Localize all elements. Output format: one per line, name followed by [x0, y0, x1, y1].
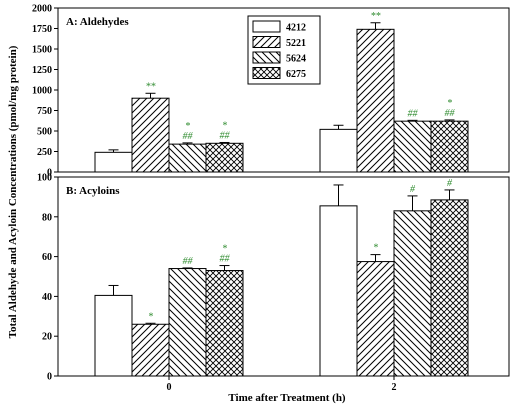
- significance-marker: #: [447, 178, 453, 189]
- bar-5624-0: [168, 143, 207, 173]
- legend-swatch-4212: [252, 20, 281, 33]
- bar-4212-0: [94, 151, 133, 173]
- significance-marker: ##: [220, 254, 231, 265]
- significance-marker: ##: [183, 256, 194, 267]
- significance-marker: *: [148, 311, 153, 322]
- y-tick-label: 80: [42, 212, 52, 223]
- bar-6275-2: [430, 120, 469, 173]
- bar-5221-0: [131, 97, 170, 173]
- significance-marker: **: [371, 11, 381, 22]
- bar-5624-2: [393, 210, 432, 377]
- x-tick-label: 0: [167, 382, 172, 393]
- y-tick-label: 250: [37, 147, 52, 158]
- significance-marker: *: [185, 121, 190, 132]
- y-tick-label: 750: [37, 106, 52, 117]
- panel-title: A: Aldehydes: [66, 16, 129, 28]
- bar-5221-2: [356, 28, 395, 173]
- legend-label: 4212: [286, 23, 306, 34]
- significance-marker: *: [222, 120, 227, 131]
- plot-frame-1: [57, 176, 510, 377]
- bar-6275-2: [430, 199, 469, 377]
- bar-5221-0: [131, 323, 170, 377]
- significance-marker: *: [373, 243, 378, 254]
- y-tick-label: 100: [37, 173, 52, 184]
- bar-6275-0: [205, 270, 244, 377]
- bar-4212-2: [319, 205, 358, 377]
- significance-marker: ##: [220, 130, 231, 141]
- significance-marker: #: [410, 184, 416, 195]
- legend-label: 5624: [286, 54, 306, 65]
- significance-marker: ##: [445, 108, 456, 119]
- legend-swatch-5221: [252, 36, 281, 48]
- y-tick-label: 0: [47, 372, 52, 383]
- y-tick-label: 20: [42, 332, 52, 343]
- bar-4212-2: [319, 128, 358, 173]
- bar-4212-0: [94, 294, 133, 377]
- y-tick-label: 1750: [32, 24, 52, 35]
- y-tick-label: 2000: [32, 4, 52, 15]
- y-tick-label: 500: [37, 127, 52, 138]
- bar-6275-0: [205, 142, 244, 173]
- panel-title: B: Acyloins: [66, 185, 120, 197]
- legend-label: 5221: [286, 38, 306, 49]
- legend-label: 6275: [286, 69, 306, 80]
- bar-5221-2: [356, 261, 395, 377]
- y-axis-label: Total Aldehyde and Acyloin Concentration…: [7, 45, 19, 338]
- y-tick-label: 60: [42, 252, 52, 263]
- significance-marker: ##: [408, 108, 419, 119]
- y-tick-label: 1000: [32, 86, 52, 97]
- bar-5624-0: [168, 268, 207, 377]
- y-tick-label: 1250: [32, 65, 52, 76]
- legend-swatch-5624: [252, 51, 281, 64]
- bar-5624-2: [393, 120, 432, 173]
- x-tick-label: 2: [392, 382, 397, 393]
- x-axis-label: Time after Treatment (h): [228, 392, 346, 404]
- y-tick-label: 1500: [32, 45, 52, 56]
- y-tick-label: 0: [47, 168, 52, 179]
- significance-marker: *: [222, 244, 227, 255]
- legend-swatch-6275: [252, 67, 281, 79]
- y-tick-label: 40: [42, 292, 52, 303]
- significance-marker: **: [146, 81, 156, 92]
- significance-marker: *: [447, 98, 452, 109]
- significance-marker: ##: [183, 131, 194, 142]
